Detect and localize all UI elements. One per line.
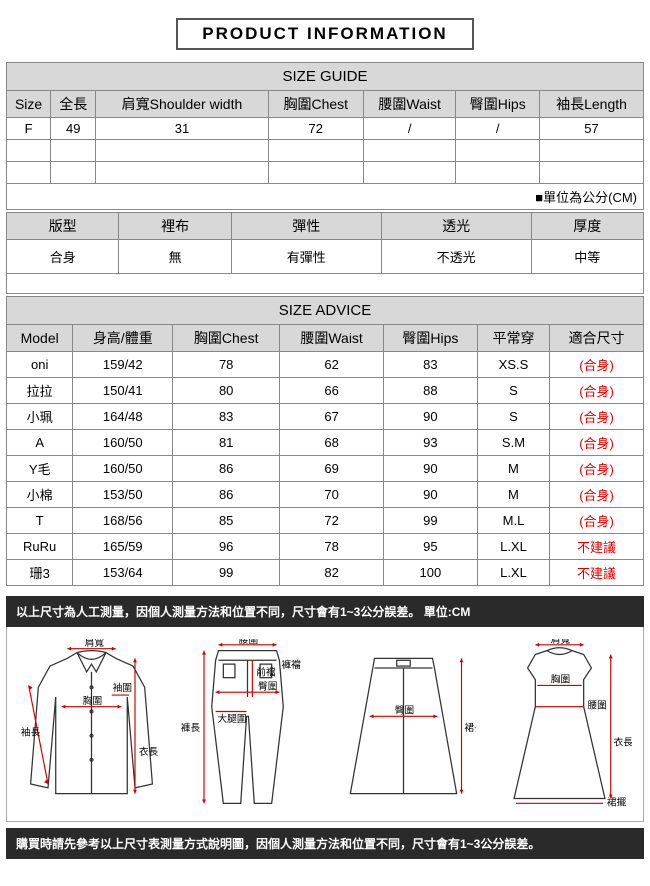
table-row [7, 140, 644, 162]
unit-note: ■單位為公分(CM) [7, 184, 644, 210]
svg-text:衣長: 衣長 [138, 746, 158, 758]
svg-text:前襠: 前襠 [256, 667, 276, 679]
note-strip-2: 購買時請先參考以上尺寸表測量方式說明圖，因個人測量方法和位置不同，尺寸會有1~3… [6, 828, 644, 859]
svg-text:大腿圍: 大腿圍 [217, 713, 246, 725]
svg-text:裙長: 裙長 [464, 722, 476, 734]
table-row [7, 162, 644, 184]
svg-text:腰圍: 腰圍 [587, 701, 606, 712]
col-waist: 腰圍Waist [363, 91, 455, 118]
shirt-diagram: 肩寬 胸圍 袖長 衣長 袖圍 [19, 639, 164, 813]
skirt-diagram: 臀圍 裙長 [331, 639, 476, 813]
svg-text:裙擺: 裙擺 [606, 796, 626, 808]
col-fit2: 適合尺寸 [550, 325, 644, 352]
table-row: 小珮164/48836790S(合身) [7, 404, 644, 430]
col-size: Size [7, 91, 51, 118]
svg-text:衣長: 衣長 [613, 736, 631, 748]
col-hips: 臀圍Hips [456, 91, 540, 118]
col-shoulder: 肩寬Shoulder width [96, 91, 268, 118]
note-strip-1: 以上尺寸為人工測量，因個人測量方法和位置不同，尺寸會有1~3公分誤差。 單位:C… [6, 596, 644, 627]
col-thick: 厚度 [531, 213, 643, 240]
svg-text:袖圍: 袖圍 [112, 682, 131, 694]
svg-text:褲長: 褲長 [180, 722, 200, 734]
svg-text:袖長: 袖長 [20, 727, 40, 739]
svg-text:肩寬: 肩寬 [550, 639, 570, 646]
measurement-diagrams: 肩寬 胸圍 袖長 衣長 袖圍 腰圍 前襠 臀圍 大腿圍 褲長 褲襠 臀圍 裙長 [6, 627, 644, 822]
svg-text:臀圍: 臀圍 [258, 681, 277, 692]
table-row: T168/56857299M.L(合身) [7, 508, 644, 534]
svg-text:肩寬: 肩寬 [84, 639, 104, 649]
col-hips2: 臀圍Hips [383, 325, 477, 352]
col-stretch: 彈性 [231, 213, 381, 240]
svg-text:臀圍: 臀圍 [394, 705, 413, 716]
col-waist2: 腰圍Waist [280, 325, 384, 352]
size-guide-table: SIZE GUIDE Size 全長 肩寬Shoulder width 胸圍Ch… [6, 62, 644, 210]
col-model: Model [7, 325, 73, 352]
col-chest2: 胸圍Chest [173, 325, 280, 352]
col-usual: 平常穿 [477, 325, 549, 352]
table-row: oni159/42786283XS.S(合身) [7, 352, 644, 378]
table-row: 合身 無 有彈性 不透光 中等 [7, 240, 644, 274]
size-guide-heading: SIZE GUIDE [7, 63, 644, 91]
svg-text:胸圍: 胸圍 [82, 695, 101, 707]
pants-diagram: 腰圍 前襠 臀圍 大腿圍 褲長 褲襠 [175, 639, 320, 813]
fabric-table: 版型 裡布 彈性 透光 厚度 合身 無 有彈性 不透光 中等 [6, 212, 644, 294]
table-row: RuRu165/59967895L.XL不建議 [7, 534, 644, 560]
svg-text:胸圍: 胸圍 [550, 674, 569, 686]
col-lining: 裡布 [119, 213, 231, 240]
table-row: 珊3153/649982100L.XL不建議 [7, 560, 644, 586]
svg-text:褲襠: 褲襠 [281, 659, 301, 671]
col-fit: 版型 [7, 213, 119, 240]
table-row: Y毛160/50866990M(合身) [7, 456, 644, 482]
table-row: 拉拉150/41806688S(合身) [7, 378, 644, 404]
col-length: 全長 [51, 91, 96, 118]
col-sheer: 透光 [381, 213, 531, 240]
table-row: A160/50816893S.M(合身) [7, 430, 644, 456]
table-row: F493172//57 [7, 118, 644, 140]
col-hw: 身高/體重 [73, 325, 173, 352]
col-sleeve: 袖長Length [540, 91, 644, 118]
size-advice-heading: SIZE ADVICE [7, 297, 644, 325]
size-advice-table: SIZE ADVICE Model 身高/體重 胸圍Chest 腰圍Waist … [6, 296, 644, 586]
svg-text:腰圍: 腰圍 [238, 639, 257, 646]
page-title: PRODUCT INFORMATION [176, 18, 473, 50]
dress-diagram: 肩寬 胸圍 腰圍 衣長 裙擺 [487, 639, 632, 813]
table-row: 小棉153/50867090M(合身) [7, 482, 644, 508]
col-chest: 胸圍Chest [268, 91, 363, 118]
